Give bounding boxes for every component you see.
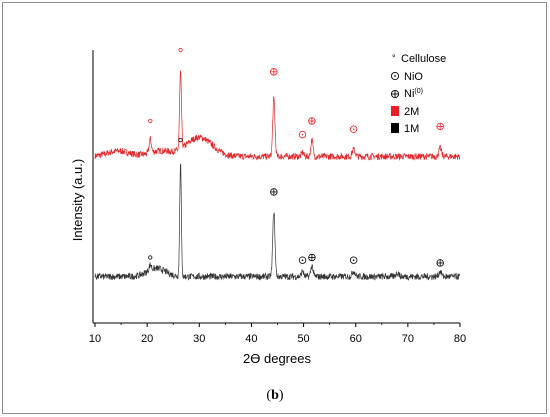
peak-marker-nio-icon — [349, 256, 358, 264]
peak-marker-ni-icon — [270, 188, 278, 196]
legend: ° Cellulose NiO Ni(0) 2M 1M — [390, 53, 446, 135]
peak-marker-ni-icon — [270, 68, 278, 76]
x-tick-label: 80 — [454, 333, 466, 345]
peak-marker-nio-icon — [298, 130, 307, 139]
x-tick-label: 30 — [193, 333, 205, 345]
peak-marker-ni-icon — [436, 259, 444, 267]
legend-cellulose-label: Cellulose — [401, 53, 446, 65]
legend-nio-icon — [390, 71, 400, 81]
x-tick-label: 10 — [89, 333, 101, 345]
peak-marker-nio-icon — [298, 256, 307, 264]
x-tick-label: 40 — [245, 333, 257, 345]
legend-cellulose-marker: ° — [392, 53, 396, 63]
series-line-2m — [94, 70, 461, 161]
x-tick-label: 50 — [297, 333, 309, 345]
x-tick-label: 20 — [141, 333, 153, 345]
peak-marker-ni-icon — [436, 122, 444, 131]
legend-2m-swatch — [391, 106, 399, 116]
legend-ni-label: Ni(0) — [404, 88, 423, 100]
legend-1m-label: 1M — [404, 123, 419, 135]
peak-marker-ni-icon — [308, 117, 316, 125]
legend-2m-label: 2M — [404, 106, 419, 118]
legend-ni-icon — [390, 89, 400, 99]
caption-letter: b — [271, 388, 279, 403]
x-tick-label: 70 — [402, 333, 414, 345]
legend-1m-swatch — [391, 123, 399, 133]
figure-caption: (b) — [266, 388, 284, 403]
peak-marker-cellulose-icon — [178, 47, 183, 53]
peak-marker-cellulose-icon — [148, 255, 153, 260]
x-tick-label: 60 — [350, 333, 362, 345]
y-axis-label: Intensity (a.u.) — [70, 159, 85, 241]
series-line-1m — [94, 163, 461, 281]
x-axis-label: 2ϴ degrees — [243, 351, 311, 366]
legend-ni-superscript: (0) — [414, 88, 423, 95]
legend-nio-label: NiO — [404, 71, 423, 83]
peak-marker-nio-icon — [349, 125, 358, 133]
peak-marker-cellulose-icon — [148, 118, 153, 124]
peak-marker-cellulose-icon — [178, 137, 183, 143]
peak-marker-ni-icon — [308, 253, 316, 262]
